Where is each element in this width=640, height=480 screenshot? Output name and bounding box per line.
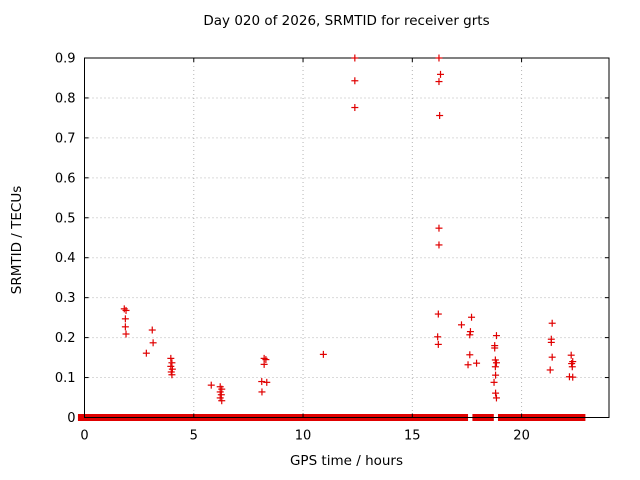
y-tick-label: 0.2 <box>55 331 76 346</box>
x-tick-label: 10 <box>295 429 312 444</box>
chart-title: Day 020 of 2026, SRMTID for receiver grt… <box>203 13 490 29</box>
x-axis-label: GPS time / hours <box>289 453 404 469</box>
x-tick-label: 0 <box>80 429 88 444</box>
x-tick-label: 15 <box>404 429 421 444</box>
y-tick-label: 0.8 <box>55 91 76 106</box>
y-tick-label: 0.9 <box>55 52 76 67</box>
y-tick-label: 0.1 <box>55 371 76 386</box>
y-tick-label: 0.3 <box>55 291 76 306</box>
y-tick-label: 0.4 <box>55 251 76 266</box>
x-tick-label: 5 <box>190 429 198 444</box>
y-tick-label: 0.7 <box>55 131 76 146</box>
x-tick-label: 20 <box>513 429 530 444</box>
y-tick-label: 0.6 <box>55 171 76 186</box>
y-tick-label: 0 <box>67 411 75 426</box>
plot-border <box>84 57 610 418</box>
y-tick-label: 0.5 <box>55 211 76 226</box>
